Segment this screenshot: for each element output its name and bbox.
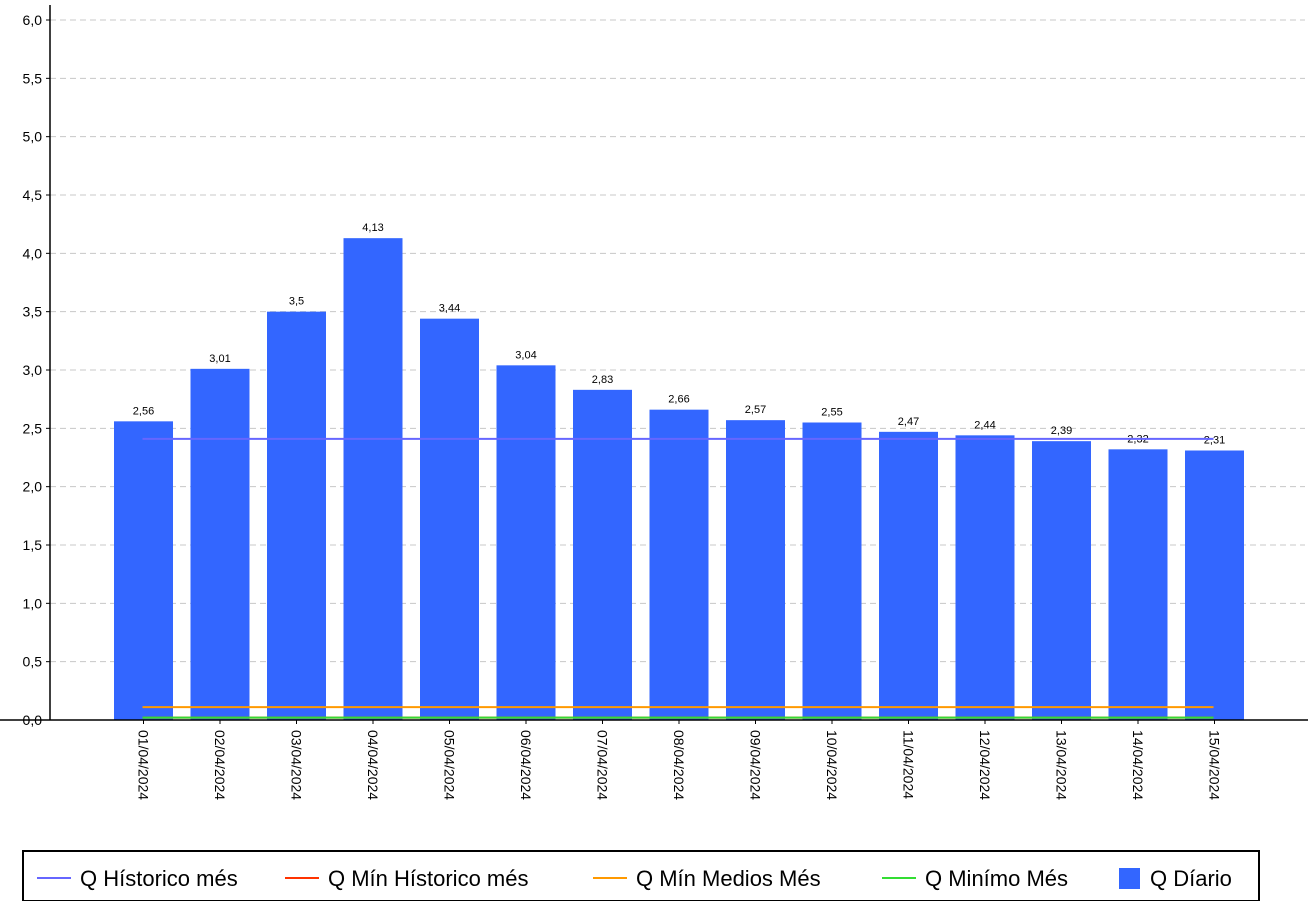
legend-square-swatch — [1119, 868, 1140, 889]
bar — [420, 318, 479, 720]
bar-value-label: 3,01 — [209, 353, 230, 365]
bar — [267, 311, 326, 720]
bar — [114, 421, 173, 720]
bar — [496, 365, 556, 720]
y-tick-label: 5,0 — [23, 129, 43, 145]
legend-label: Q Minímo Més — [925, 866, 1068, 891]
y-tick-label: 1,5 — [23, 537, 43, 553]
bar-value-label: 3,04 — [515, 349, 536, 361]
x-tick-label: 14/04/2024 — [1130, 730, 1146, 800]
y-tick-label: 4,5 — [23, 187, 43, 203]
bar-value-label: 2,44 — [974, 419, 995, 431]
x-tick-label: 11/04/2024 — [901, 730, 917, 799]
bar-value-label: 2,47 — [898, 416, 919, 428]
bar — [649, 409, 709, 720]
bar — [1108, 449, 1168, 720]
bar-value-label: 2,39 — [1051, 425, 1072, 437]
x-tick-label: 03/04/2024 — [289, 730, 305, 800]
y-tick-label: 2,5 — [23, 420, 43, 436]
y-tick-label: 3,5 — [23, 304, 43, 320]
bar — [955, 435, 1015, 720]
x-tick-label: 09/04/2024 — [748, 730, 764, 800]
bar-value-label: 3,44 — [439, 303, 460, 315]
x-tick-label: 12/04/2024 — [977, 730, 993, 800]
x-tick-label: 15/04/2024 — [1207, 730, 1223, 800]
y-tick-label: 4,0 — [23, 245, 43, 261]
x-tick-label: 13/04/2024 — [1054, 730, 1070, 800]
y-tick-label: 0,5 — [23, 654, 43, 670]
y-tick-label: 5,5 — [23, 70, 43, 86]
bar-value-label: 2,31 — [1204, 435, 1225, 447]
bar — [573, 389, 632, 720]
bar-value-label: 2,83 — [592, 374, 613, 386]
y-tick-label: 3,0 — [23, 362, 43, 378]
bar — [1032, 441, 1091, 720]
bar — [190, 368, 250, 720]
grid-lines — [50, 19, 1305, 721]
bar — [1185, 450, 1244, 720]
bar-value-label: 2,66 — [668, 394, 689, 406]
bar — [879, 431, 938, 720]
legend-label: Q Hístorico més — [80, 866, 238, 891]
legend-label: Q Mín Medios Més — [636, 866, 821, 891]
bar-value-label: 2,57 — [745, 404, 766, 416]
bar — [802, 422, 862, 720]
legend: Q Hístorico més Q Mín Hístorico més Q Mín … — [22, 850, 1260, 901]
legend-label: Q Mín Hístorico més — [328, 866, 528, 891]
x-tick-label: 02/04/2024 — [212, 730, 228, 800]
axes: 0,00,51,01,52,02,53,03,54,04,55,05,56,00… — [0, 5, 1308, 800]
bars: 2,56 3,01 3,5 4,13 3,44 3,04 2,83 2,66 2,57 2,55 2… — [114, 222, 1244, 720]
reference-lines — [142, 437, 1214, 719]
x-tick-label: 01/04/2024 — [136, 730, 152, 800]
bar — [726, 420, 785, 720]
y-tick-label: 1,0 — [23, 595, 43, 611]
x-tick-label: 05/04/2024 — [442, 730, 458, 800]
y-tick-label: 6,0 — [23, 12, 43, 28]
x-tick-label: 04/04/2024 — [365, 730, 381, 800]
bar-value-label: 3,5 — [289, 296, 304, 308]
bar-value-label: 2,55 — [821, 407, 842, 419]
x-tick-label: 06/04/2024 — [518, 730, 534, 800]
x-tick-label: 08/04/2024 — [671, 730, 687, 800]
bar — [343, 238, 403, 720]
legend-label: Q Díario — [1150, 866, 1232, 891]
legend-box — [22, 850, 1260, 901]
x-tick-label: 07/04/2024 — [595, 730, 611, 800]
y-tick-label: 2,0 — [23, 479, 43, 495]
bar-value-label: 4,13 — [362, 222, 383, 234]
bar-value-label: 2,56 — [133, 405, 154, 417]
x-tick-label: 10/04/2024 — [824, 730, 840, 800]
